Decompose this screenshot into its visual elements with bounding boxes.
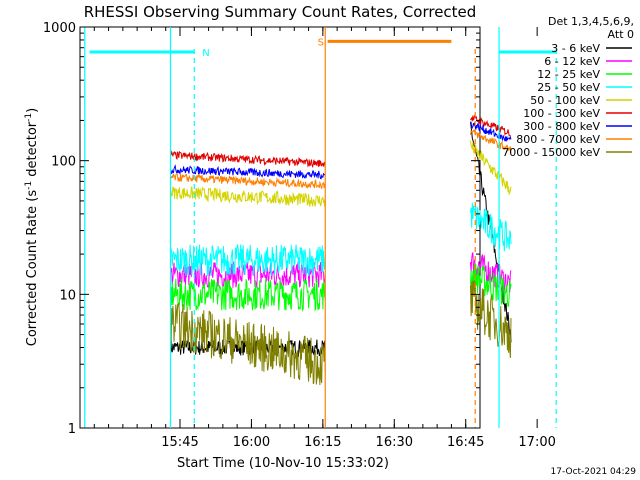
series-line [170, 150, 326, 169]
legend-label: 25 - 50 keV [537, 81, 600, 94]
x-axis: 15:45 16:00 16:15 16:30 16:45 17:00 [93, 27, 556, 450]
y-axis-label-end: ) [25, 108, 40, 113]
legend-header-2: Att 0 [608, 28, 634, 41]
x-axis-label: Start Time (10-Nov-10 15:33:02) [177, 456, 389, 471]
legend-label: 800 - 7000 keV [516, 133, 600, 146]
series-line [170, 186, 326, 208]
y-axis: 1 10 100 1000 [43, 21, 480, 437]
series-line [170, 261, 326, 289]
legend-header-1: Det 1,3,4,5,6,9, [548, 15, 634, 28]
y-axis-label-sup2: -1 [24, 113, 34, 122]
series-line [470, 263, 512, 307]
series-line [470, 121, 512, 142]
series-line [470, 140, 512, 196]
series-line [470, 279, 512, 358]
y-axis-label-main: Corrected Count Rate (s [25, 190, 40, 347]
chart-title: RHESSI Observing Summary Count Rates, Co… [84, 3, 477, 21]
flag-label: N [202, 48, 209, 59]
y-axis-label-sup1: -1 [24, 181, 34, 190]
legend-label: 300 - 800 keV [523, 120, 600, 133]
legend-label: 7000 - 15000 keV [502, 146, 600, 159]
x-tick-label: 16:00 [233, 435, 270, 450]
series-line [170, 302, 326, 386]
legend-label: 12 - 25 keV [537, 68, 600, 81]
series-line [470, 114, 512, 137]
series-line [170, 164, 326, 180]
flag-label: S [318, 37, 324, 48]
y-tick-label: 1000 [43, 21, 76, 36]
series-line [470, 128, 512, 154]
series-line [170, 278, 326, 312]
x-tick-label: 17:00 [518, 435, 555, 450]
footer-timestamp: 17-Oct-2021 04:29 [551, 467, 637, 477]
series-line [170, 172, 326, 190]
x-tick-label: 16:45 [447, 435, 484, 450]
y-axis-label: Corrected Count Rate (s-1 detector-1) [24, 108, 40, 346]
y-axis-label-mid: detector [25, 121, 40, 181]
legend-label: 3 - 6 keV [551, 42, 600, 55]
x-tick-label: 16:15 [304, 435, 341, 450]
y-tick-label: 10 [59, 288, 76, 303]
legend-label: 50 - 100 keV [530, 94, 600, 107]
x-tick-label: 15:45 [161, 435, 198, 450]
series-line [470, 202, 512, 252]
legend-label: 100 - 300 keV [523, 107, 600, 120]
y-tick-label: 100 [51, 155, 76, 170]
legend-label: 6 - 12 keV [544, 55, 600, 68]
y-tick-label: 1 [68, 422, 76, 437]
series-layer [170, 114, 512, 386]
series-line [170, 243, 326, 277]
x-tick-label: 16:30 [376, 435, 413, 450]
marker-layer: NS [84, 27, 557, 428]
